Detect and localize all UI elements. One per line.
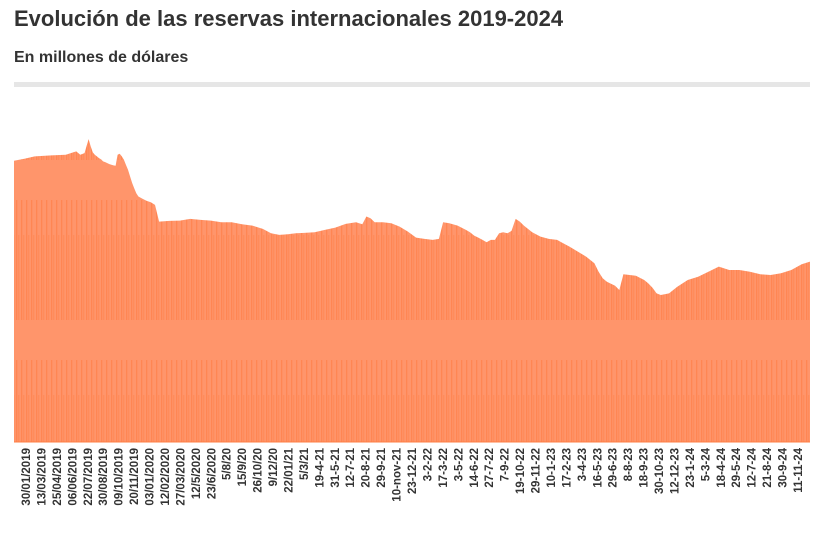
- x-tick-label: 3-2-22: [422, 448, 434, 481]
- x-tick-label: 27-7-22: [484, 448, 496, 488]
- x-tick-label: 06/06/2019: [67, 448, 79, 506]
- x-tick-label: 27/03/2020: [175, 448, 187, 506]
- x-tick-label: 30/08/2019: [98, 448, 110, 506]
- x-tick-label: 17-2-23: [561, 448, 573, 488]
- x-tick-label: 16-5-23: [592, 448, 604, 488]
- x-tick-label: 5-3-24: [700, 447, 712, 481]
- chart-title: Evolución de las reservas internacionale…: [14, 6, 564, 31]
- x-tick-label: 5/3/21: [299, 447, 311, 480]
- x-tick-label: 13/03/2019: [36, 448, 48, 506]
- x-tick-label: 29-6-23: [608, 448, 620, 488]
- x-tick-label: 18-9-23: [639, 448, 651, 488]
- chart-subtitle: En millones de dólares: [14, 49, 189, 66]
- x-tick-label: 12/02/2020: [160, 448, 172, 506]
- x-tick-label: 11-11-24: [793, 447, 805, 492]
- x-tick-label: 29-9-21: [376, 447, 388, 487]
- x-tick-label: 10-nov-21: [392, 447, 404, 501]
- x-tick-label: 31-5-21: [330, 447, 342, 487]
- header-divider: [14, 82, 810, 87]
- x-tick-label: 19-4-21: [314, 447, 326, 487]
- x-tick-label: 29-5-24: [731, 447, 743, 487]
- x-tick-label: 10-1-23: [546, 448, 558, 488]
- x-tick-label: 17-3-22: [438, 448, 450, 488]
- reserves-area-series: [14, 139, 810, 442]
- x-tick-label: 29-11-22: [531, 448, 543, 493]
- x-tick-label: 12/5/2020: [191, 448, 203, 499]
- x-tick-label: 5/8/20: [222, 448, 234, 480]
- x-tick-label: 19-10-22: [515, 448, 527, 494]
- x-tick-label: 20-8-21: [361, 447, 373, 487]
- x-tick-label: 15/9/20: [237, 448, 249, 486]
- x-tick-label: 30-9-24: [778, 447, 790, 487]
- x-tick-label: 23/6/2020: [206, 448, 218, 499]
- x-tick-label: 8-8-23: [623, 448, 635, 481]
- x-tick-label: 30-10-23: [654, 448, 666, 494]
- x-tick-label: 22/07/2019: [83, 448, 95, 506]
- x-tick-label: 22/01/21: [284, 447, 296, 492]
- x-tick-label: 3-5-22: [453, 448, 465, 481]
- x-tick-label: 14-6-22: [469, 448, 481, 488]
- x-tick-label: 12-7-21: [345, 447, 357, 487]
- x-tick-label: 25/04/2019: [52, 448, 64, 506]
- x-tick-label: 12-7-24: [747, 447, 759, 487]
- x-tick-label: 3-4-23: [577, 448, 589, 481]
- x-tick-label: 21-8-24: [762, 447, 774, 487]
- x-tick-label: 09/10/2019: [114, 448, 126, 506]
- x-tick-label: 23-12-21: [407, 447, 419, 494]
- x-tick-label: 03/01/2020: [145, 448, 157, 506]
- x-tick-label: 12-12-23: [670, 448, 682, 494]
- x-tick-label: 20/11/2019: [129, 448, 141, 505]
- x-tick-label: 7-9-22: [500, 448, 512, 481]
- x-tick-label: 26/10/20: [253, 448, 265, 493]
- x-tick-label: 30/01/2019: [21, 448, 33, 506]
- x-tick-label: 18-4-24: [716, 447, 728, 487]
- x-tick-label: 9/12/20: [268, 448, 280, 486]
- x-tick-label: 23-1-24: [685, 447, 697, 487]
